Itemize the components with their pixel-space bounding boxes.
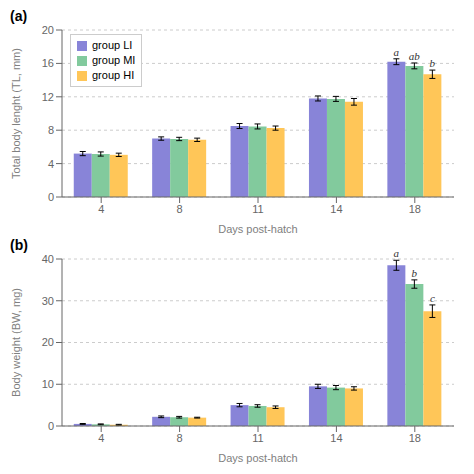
svg-text:20: 20: [42, 24, 54, 36]
svg-text:8: 8: [48, 124, 54, 136]
html-text:group LI: group LI: [92, 39, 133, 51]
svg-text:14: 14: [330, 432, 342, 444]
html-text:group HI: group HI: [92, 69, 135, 81]
svg-text:0: 0: [48, 420, 54, 432]
svg-text:b: b: [412, 267, 418, 279]
svg-text:Days post-hatch: Days post-hatch: [218, 223, 297, 235]
svg-text:11: 11: [252, 203, 263, 215]
svg-text:40: 40: [42, 253, 54, 265]
svg-text:12: 12: [42, 91, 54, 103]
svg-text:a: a: [394, 247, 400, 259]
svg-text:18: 18: [409, 432, 421, 444]
svg-text:ab: ab: [409, 50, 421, 62]
svg-text:20: 20: [42, 336, 54, 348]
svg-text:8: 8: [177, 203, 183, 215]
svg-text:Total body lenght (TL, mm): Total body lenght (TL, mm): [10, 48, 22, 179]
svg-text:b: b: [430, 57, 436, 69]
html-text:group MI: group MI: [92, 54, 136, 66]
html-text:(b): (b): [10, 237, 28, 253]
svg-text:8: 8: [177, 432, 183, 444]
svg-text:10: 10: [42, 378, 54, 390]
svg-text:4: 4: [98, 432, 104, 444]
svg-text:c: c: [430, 292, 435, 304]
svg-text:Days post-hatch: Days post-hatch: [218, 452, 297, 464]
svg-text:a: a: [394, 46, 400, 58]
svg-text:30: 30: [42, 295, 54, 307]
html-text:(a): (a): [10, 8, 28, 24]
svg-text:11: 11: [252, 432, 263, 444]
svg-text:18: 18: [409, 203, 421, 215]
svg-text:14: 14: [330, 203, 342, 215]
svg-text:4: 4: [98, 203, 104, 215]
svg-text:Body weight (BW, mg): Body weight (BW, mg): [10, 288, 22, 397]
svg-text:4: 4: [48, 158, 54, 170]
svg-text:0: 0: [48, 191, 54, 203]
svg-text:16: 16: [42, 57, 54, 69]
